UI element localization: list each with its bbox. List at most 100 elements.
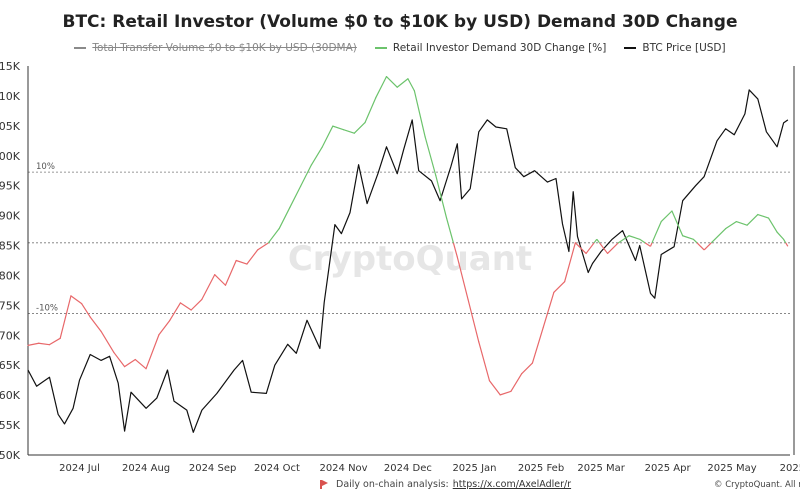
retail-demand-segment bbox=[100, 330, 115, 354]
retail-demand-segment bbox=[332, 125, 345, 131]
retail-demand-segment bbox=[407, 78, 415, 92]
retail-demand-segment bbox=[725, 221, 737, 230]
x-tick-label: 2024 Aug bbox=[122, 463, 170, 474]
retail-demand-segment bbox=[757, 213, 770, 219]
y-tick-label: 105K bbox=[0, 120, 21, 133]
retail-demand-segment bbox=[628, 235, 641, 240]
retail-demand-segment bbox=[48, 337, 61, 346]
retail-demand-segment bbox=[89, 316, 102, 332]
retail-demand-segment bbox=[246, 249, 259, 265]
retail-demand-segment bbox=[542, 291, 555, 329]
retail-demand-segment bbox=[553, 281, 566, 293]
retail-demand-segment bbox=[499, 390, 512, 396]
legend-swatch-transfer-volume bbox=[74, 47, 87, 49]
retail-demand-segment bbox=[714, 228, 727, 240]
retail-demand-segment bbox=[353, 121, 366, 134]
retail-demand-segment bbox=[593, 238, 598, 244]
retail-demand-segment bbox=[644, 242, 651, 247]
retail-demand-segment bbox=[682, 235, 695, 240]
retail-demand-segment bbox=[364, 97, 377, 124]
reference-label: -10% bbox=[36, 304, 58, 314]
retail-demand-segment bbox=[478, 341, 491, 382]
x-tick-label: 2024 Nov bbox=[319, 463, 367, 474]
retail-demand-segment bbox=[424, 136, 437, 177]
retail-demand-segment bbox=[300, 164, 312, 187]
x-tick-label: 2025 Jan bbox=[452, 463, 496, 474]
x-tick-label: 2024 Oct bbox=[254, 463, 300, 474]
retail-demand-segment bbox=[169, 302, 181, 322]
y-tick-label: 110K bbox=[0, 90, 21, 103]
y-tick-label: 90K bbox=[0, 210, 21, 223]
y-tick-label: 70K bbox=[0, 329, 21, 342]
x-tick-label: 2025 May bbox=[707, 463, 756, 474]
retail-demand-segment bbox=[599, 242, 609, 254]
retail-demand-segment bbox=[521, 362, 534, 375]
legend-label-retail-demand: Retail Investor Demand 30D Change [%] bbox=[392, 42, 607, 54]
retail-demand-segment bbox=[703, 242, 712, 251]
retail-demand-segment bbox=[696, 242, 705, 251]
footer-prefix: Daily on-chain analysis: bbox=[336, 479, 449, 490]
retail-demand-segment bbox=[783, 238, 787, 244]
retail-demand-segment bbox=[278, 206, 291, 230]
watermark-text: CryptoQuant bbox=[288, 239, 532, 279]
copyright-text: © CryptoQuant. All rights re bbox=[714, 480, 800, 490]
y-tick-label: 100K bbox=[0, 150, 21, 163]
retail-demand-segment bbox=[735, 221, 748, 226]
legend-item-transfer-volume[interactable]: Total Transfer Volume $0 to $10K by USD … bbox=[74, 42, 357, 54]
retail-demand-segment bbox=[27, 342, 40, 346]
btc-price-line bbox=[27, 89, 789, 433]
retail-demand-segment bbox=[257, 242, 270, 251]
retail-demand-segment bbox=[214, 274, 227, 286]
y-tick-label: 55K bbox=[0, 419, 21, 432]
x-tick-label: 2025 Ju bbox=[780, 463, 800, 474]
x-tick-label: 2024 Sep bbox=[189, 463, 236, 474]
legend-swatch-btc-price bbox=[624, 47, 637, 49]
x-tick-label: 2024 Jul bbox=[59, 463, 100, 474]
retail-demand-segment bbox=[531, 327, 544, 364]
y-tick-label: 95K bbox=[0, 180, 21, 193]
retail-demand-segment bbox=[660, 210, 673, 223]
legend-item-btc-price[interactable]: BTC Price [USD] bbox=[624, 42, 726, 54]
y-tick-label: 75K bbox=[0, 299, 21, 312]
retail-demand-segment bbox=[134, 358, 147, 370]
retail-demand-segment bbox=[310, 146, 323, 166]
retail-demand-segment bbox=[321, 125, 334, 148]
retail-demand-segment bbox=[746, 213, 759, 226]
y-tick-label: 50K bbox=[0, 449, 21, 462]
retail-demand-segment bbox=[574, 242, 587, 255]
y-tick-label: 80K bbox=[0, 269, 21, 282]
retail-demand-segment bbox=[564, 242, 576, 283]
retail-demand-segment bbox=[639, 238, 646, 244]
x-tick-label: 2025 Apr bbox=[645, 463, 692, 474]
retail-demand-segment bbox=[385, 76, 398, 88]
retail-demand-segment bbox=[617, 235, 630, 244]
retail-demand-segment bbox=[81, 303, 91, 318]
retail-demand-segment bbox=[342, 129, 355, 134]
retail-demand-segment bbox=[235, 259, 248, 265]
retail-demand-segment bbox=[145, 334, 160, 370]
retail-demand-segment bbox=[413, 90, 426, 138]
retail-demand-segment bbox=[445, 217, 454, 243]
y-tick-label: 60K bbox=[0, 389, 21, 402]
retail-demand-segment bbox=[289, 185, 302, 209]
retail-demand-segment bbox=[710, 238, 716, 244]
retail-demand-segment bbox=[785, 242, 789, 247]
retail-demand-segment bbox=[671, 210, 684, 237]
x-tick-label: 2024 Dec bbox=[384, 463, 432, 474]
footer-link[interactable]: https://x.com/AxelAdler/r bbox=[452, 479, 572, 490]
legend-item-retail-demand[interactable]: Retail Investor Demand 30D Change [%] bbox=[374, 42, 607, 54]
retail-demand-segment bbox=[38, 342, 51, 346]
retail-demand-segment bbox=[59, 295, 72, 339]
legend-label-btc-price: BTC Price [USD] bbox=[642, 42, 726, 54]
retail-demand-segment bbox=[651, 221, 662, 244]
retail-demand-segment bbox=[776, 231, 785, 240]
x-tick-label: 2025 Mar bbox=[577, 463, 625, 474]
retail-demand-segment bbox=[456, 256, 469, 300]
retail-demand-segment bbox=[375, 76, 388, 99]
retail-demand-segment bbox=[452, 242, 458, 258]
retail-demand-segment bbox=[224, 259, 237, 286]
retail-demand-segment bbox=[113, 351, 126, 368]
retail-demand-segment bbox=[510, 373, 523, 392]
footer-attribution: Daily on-chain analysis: https://x.com/A… bbox=[320, 479, 571, 490]
